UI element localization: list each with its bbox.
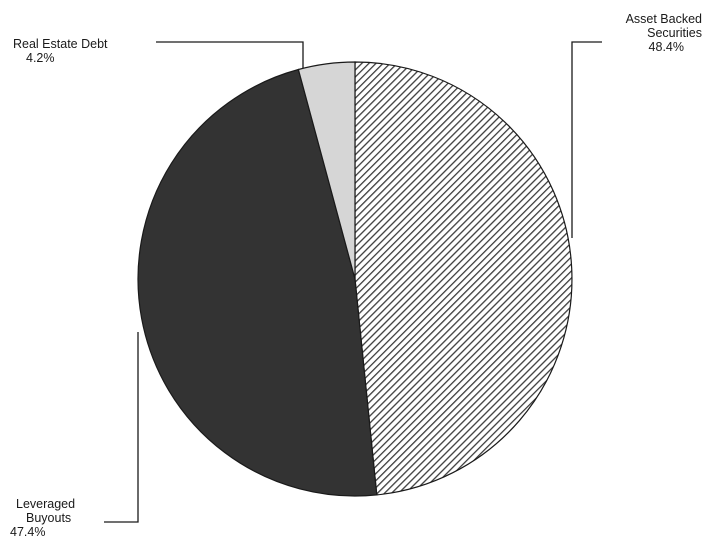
slice-label-line: Asset Backed	[625, 12, 702, 26]
slice-label-line: Securities	[647, 26, 702, 40]
slice-percent: 47.4%	[10, 525, 46, 539]
slice-label-line: Buyouts	[26, 511, 72, 525]
slice-label-line: Real Estate Debt	[13, 37, 108, 51]
slice-label-leveraged-buyouts: Leveraged Buyouts 47.4%	[10, 497, 75, 539]
pie-slice-asset-backed-securities	[354, 61, 573, 496]
leader-line-real-estate-debt	[156, 41, 304, 68]
slice-label-real-estate-debt: Real Estate Debt 4.2%	[13, 37, 108, 65]
leader-lines	[104, 41, 602, 523]
slice-label-asset-backed-securities: Asset Backed Securities 48.4%	[626, 12, 702, 54]
slice-percent: 4.2%	[26, 51, 55, 65]
leader-line-asset-backed-securities	[571, 41, 602, 238]
pie-slices	[137, 61, 573, 497]
pie-slice-real-estate-debt	[297, 61, 356, 280]
slice-percent: 48.4%	[648, 40, 684, 54]
pie-slice-leveraged-buyouts	[137, 68, 378, 497]
slice-label-line: Leveraged	[16, 497, 76, 511]
leader-line-leveraged-buyouts	[104, 332, 139, 523]
